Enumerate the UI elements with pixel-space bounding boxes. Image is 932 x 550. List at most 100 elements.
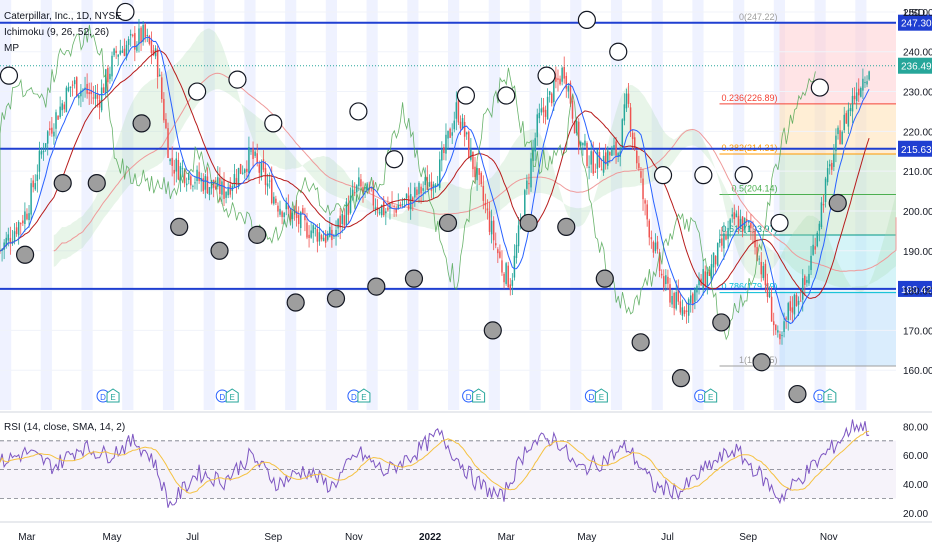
candle-body	[507, 265, 509, 288]
rsi-pane	[0, 411, 932, 508]
mp-filled-circle	[15, 245, 35, 264]
fib-level-label: 0.5(204.14)	[731, 183, 777, 193]
session-stripe	[325, 0, 338, 410]
earnings-icon	[357, 388, 371, 403]
mp-filled-circle	[87, 174, 106, 193]
candle-body	[534, 138, 536, 152]
candle-body	[797, 300, 800, 305]
candle-body	[553, 78, 555, 103]
candle-body	[557, 78, 559, 80]
candle-body	[127, 39, 130, 45]
candle-body	[422, 188, 424, 191]
candle-body	[202, 178, 205, 192]
candle-body	[17, 222, 20, 236]
candle-body	[642, 178, 644, 200]
candle-body	[675, 292, 677, 309]
candle-body	[115, 50, 117, 53]
time-tick-label: Nov	[820, 532, 838, 543]
candle-body	[152, 50, 155, 56]
candle-body	[401, 203, 404, 206]
candle-body	[121, 50, 124, 53]
mp-open-circle	[577, 10, 596, 30]
candle-body	[22, 220, 24, 224]
candle-body	[397, 204, 400, 210]
candle-body	[314, 227, 317, 230]
candle-body	[300, 212, 302, 229]
candle-body	[183, 170, 186, 184]
candle-body	[538, 112, 541, 119]
candle-body	[559, 78, 561, 85]
candle-body	[824, 178, 827, 203]
mp-filled-circle	[132, 114, 151, 133]
mp-legend[interactable]: MP	[4, 43, 19, 54]
candle-body	[111, 55, 113, 77]
time-tick-label: Mar	[18, 532, 36, 543]
candle-body	[129, 34, 132, 36]
candle-body	[685, 310, 688, 312]
candle-body	[611, 148, 613, 156]
mp-open-circle	[349, 102, 368, 121]
candle-body	[414, 187, 416, 198]
ichimoku-legend[interactable]: Ichimoku (9, 26, 52, 26)	[4, 27, 109, 38]
candle-body	[256, 153, 258, 163]
candle-body	[461, 118, 464, 129]
candle-body	[468, 131, 470, 158]
candle-body	[63, 104, 66, 110]
candle-body	[758, 258, 760, 260]
candle-body	[399, 204, 402, 207]
level-price-tag	[898, 140, 932, 157]
candle-body	[540, 108, 543, 113]
candle-body	[453, 120, 456, 130]
candle-body	[227, 188, 229, 196]
candle-body	[573, 121, 576, 134]
candle-body	[696, 285, 698, 293]
candle-body	[683, 310, 686, 314]
candle-body	[658, 252, 661, 271]
candle-body	[69, 86, 72, 89]
candle-body	[721, 238, 723, 246]
candle-body	[88, 92, 90, 95]
candle-body	[51, 127, 53, 134]
candle-body	[438, 159, 441, 188]
candle-body	[791, 307, 794, 313]
candle-body	[673, 292, 675, 309]
price-tick-label: 220.00	[903, 127, 932, 138]
horizontal-levels[interactable]: 247.30 215.63 180.42 236.49	[0, 14, 932, 297]
dividend-glyph: D	[698, 393, 704, 402]
rsi-tick-label: 20.00	[903, 509, 928, 520]
candle-body	[814, 246, 816, 250]
price-tick-label: 190.00	[903, 247, 932, 258]
rsi-legend[interactable]: RSI (14, close, SMA, 14, 2)	[4, 422, 125, 433]
candle-body	[167, 128, 169, 159]
candle-body	[304, 215, 306, 221]
candle-body	[594, 171, 597, 173]
price-tick-label: 240.00	[903, 48, 932, 59]
candle-body	[855, 92, 858, 101]
candle-body	[768, 293, 771, 298]
candle-body	[818, 223, 821, 231]
candle-body	[136, 44, 138, 51]
candle-body	[689, 295, 692, 303]
candle-body	[275, 198, 277, 204]
candle-body	[67, 87, 70, 91]
session-stripe	[529, 0, 541, 410]
candle-body	[297, 214, 300, 225]
candle-body	[687, 299, 690, 316]
candle-body	[92, 97, 95, 99]
candle-body	[555, 77, 557, 82]
candle-body	[244, 169, 246, 173]
candle-body	[378, 212, 381, 214]
candle-body	[26, 213, 28, 220]
tenkan-line	[0, 36, 870, 325]
symbol-title[interactable]: Caterpillar, Inc., 1D, NYSE	[4, 11, 122, 22]
candle-body	[264, 168, 267, 185]
candle-body	[179, 166, 182, 181]
candle-body	[161, 77, 163, 100]
mp-open-circle	[228, 70, 247, 89]
candle-body	[679, 301, 682, 313]
axes: 250.00 240.00 230.00 220.00 210.00 200.00 190.…	[0, 8, 932, 543]
earnings-icon	[106, 388, 120, 403]
candle-body	[760, 261, 763, 275]
